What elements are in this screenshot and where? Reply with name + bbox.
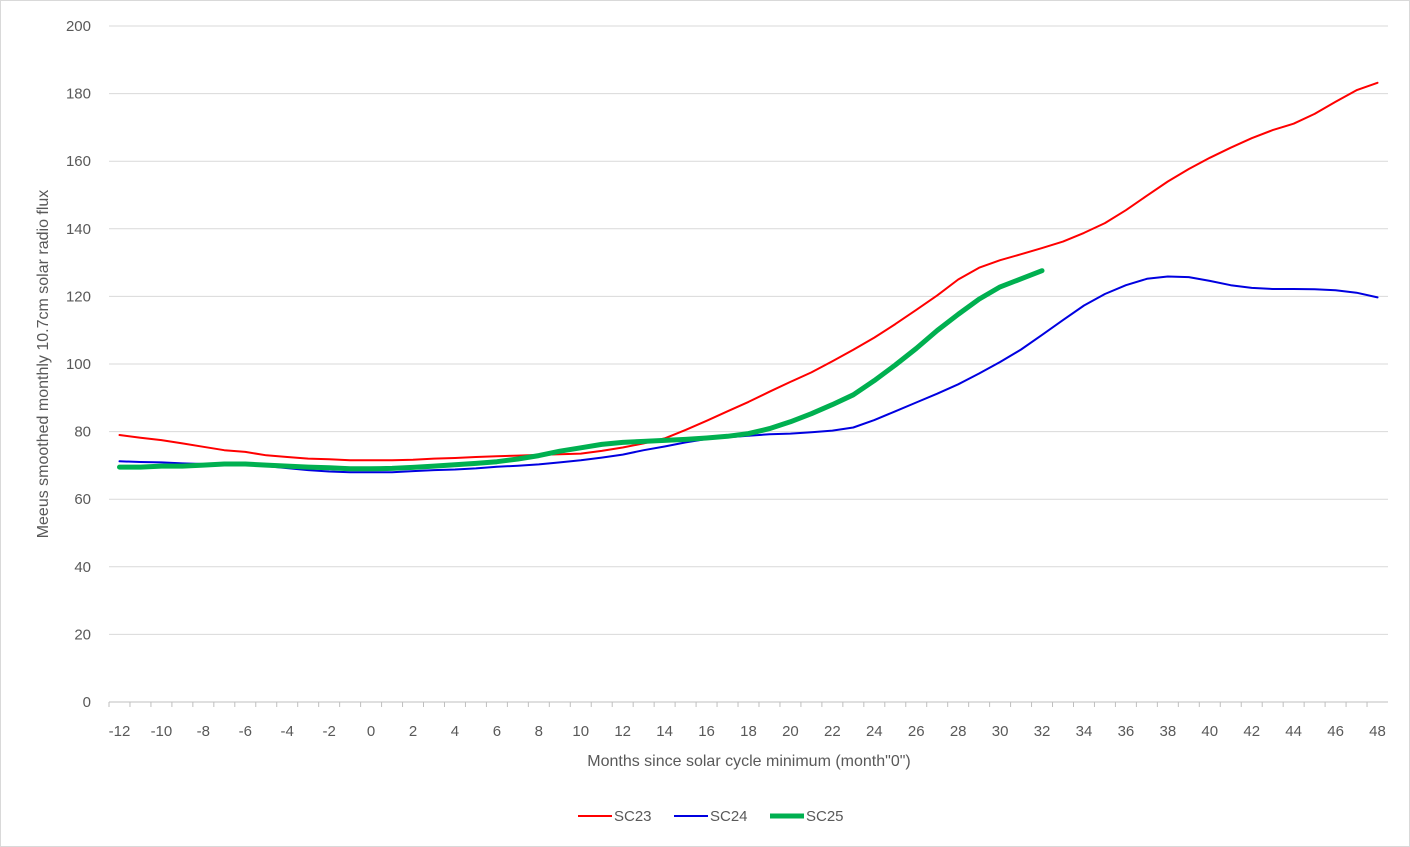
x-tick-label: 6: [493, 723, 501, 740]
x-axis-title: Months since solar cycle minimum (month"…: [587, 753, 910, 770]
x-tick-label: 26: [908, 723, 925, 740]
x-tick-label: -8: [197, 723, 210, 740]
x-tick-label: 14: [656, 723, 673, 740]
x-tick-label: 48: [1369, 723, 1386, 740]
x-tick-label: 16: [698, 723, 715, 740]
y-tick-label: 180: [66, 86, 91, 103]
gridlines: [109, 25, 1388, 635]
x-tick-label: 34: [1076, 723, 1093, 740]
x-tick-label: 0: [367, 723, 375, 740]
series-layer: [117, 81, 1379, 474]
x-tick-label: 10: [572, 723, 589, 740]
y-tick-label: 140: [66, 221, 91, 238]
y-tick-label: 100: [66, 356, 91, 373]
x-tick-label: 12: [614, 723, 631, 740]
legend-label-sc23: SC23: [614, 808, 652, 825]
x-tick-label: 42: [1243, 723, 1260, 740]
x-tick-label: 20: [782, 723, 799, 740]
x-tick-label: 28: [950, 723, 967, 740]
x-tick-label: 24: [866, 723, 883, 740]
x-tick-label: 46: [1327, 723, 1344, 740]
x-tick-label: -4: [281, 723, 294, 740]
x-tick-label: -10: [151, 723, 173, 740]
y-tick-label: 80: [74, 424, 91, 441]
x-tick-label: 22: [824, 723, 841, 740]
legend-label-sc24: SC24: [710, 808, 748, 825]
x-tick-label: 4: [451, 723, 459, 740]
x-tick-label: -6: [239, 723, 252, 740]
y-tick-label: 0: [83, 694, 91, 711]
y-tick-label: 60: [74, 491, 91, 508]
x-tick-label: 8: [535, 723, 543, 740]
legend: SC23 SC24 SC25: [578, 808, 844, 825]
y-tick-label: 200: [66, 18, 91, 35]
x-axis: [108, 701, 1388, 707]
x-tick-label: 2: [409, 723, 417, 740]
x-tick-label: 40: [1201, 723, 1218, 740]
x-tick-label: 32: [1034, 723, 1051, 740]
x-tick-label: 38: [1160, 723, 1177, 740]
x-tick-label: -12: [109, 723, 131, 740]
x-tick-label: 18: [740, 723, 757, 740]
y-tick-label: 20: [74, 626, 91, 643]
series-line-sc24: [118, 275, 1379, 474]
x-tick-label: 36: [1118, 723, 1135, 740]
y-tick-label: 120: [66, 288, 91, 305]
x-tick-label: 30: [992, 723, 1009, 740]
y-tick-label: 160: [66, 153, 91, 170]
y-tick-label: 40: [74, 559, 91, 576]
legend-label-sc25: SC25: [806, 808, 844, 825]
series-line-sc25: [117, 268, 1045, 472]
series-line-sc23: [118, 81, 1379, 462]
x-tick-label: 44: [1285, 723, 1302, 740]
x-tick-label: -2: [322, 723, 335, 740]
y-axis-title: Meeus smoothed monthly 10.7cm solar radi…: [35, 190, 52, 539]
